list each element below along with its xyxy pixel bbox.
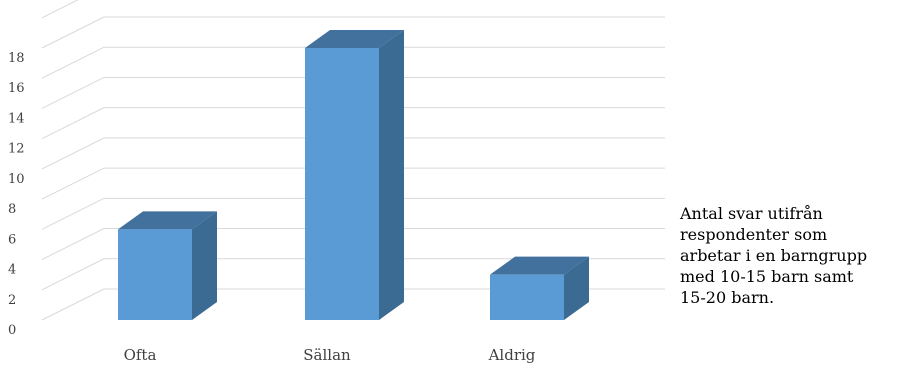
y-tick-label: 12 (8, 142, 25, 157)
x-category-label: Aldrig (488, 346, 536, 364)
caption-line-3: arbetar i en barngrupp (680, 246, 868, 265)
bar (118, 229, 192, 320)
bar-top (118, 211, 217, 230)
gridline (41, 197, 665, 230)
bars (118, 30, 589, 320)
x-category-label: Ofta (124, 346, 157, 364)
bar (305, 48, 379, 320)
gridline (41, 16, 665, 49)
y-tick-label: 6 (8, 232, 16, 247)
caption-line-4: med 10-15 barn samt (680, 267, 854, 286)
y-axis-ticks: 0 2 4 6 8 10 12 14 16 18 (8, 51, 25, 338)
bar-side (379, 30, 404, 320)
bar-top (490, 256, 589, 275)
x-axis-categories: Ofta Sällan Aldrig (124, 346, 536, 364)
gridlines (41, 0, 665, 321)
caption-line-1: Antal svar utifrån (680, 204, 823, 223)
gridline (41, 76, 665, 109)
chart-caption: Antal svar utifrån respondenter som arbe… (680, 203, 895, 308)
x-category-label: Sällan (303, 346, 351, 364)
y-tick-label: 14 (8, 111, 25, 126)
caption-line-2: respondenter som (680, 225, 828, 244)
gridline (41, 0, 79, 19)
gridline (41, 46, 665, 79)
bar-side (192, 211, 217, 320)
gridline (41, 258, 665, 291)
y-tick-label: 16 (8, 81, 25, 96)
gridline (41, 137, 665, 170)
y-tick-label: 2 (8, 293, 16, 308)
gridline (41, 167, 665, 200)
gridline (41, 288, 665, 321)
caption-line-5: 15-20 barn. (680, 288, 775, 307)
gridline (41, 228, 665, 261)
gridline (41, 107, 665, 140)
y-tick-label: 18 (8, 51, 25, 66)
y-tick-label: 10 (8, 172, 25, 187)
bar-top (305, 30, 404, 48)
bar-side (564, 256, 589, 320)
y-tick-label: 0 (8, 323, 16, 338)
y-tick-label: 4 (8, 263, 16, 278)
y-tick-label: 8 (8, 202, 16, 217)
bar (490, 274, 564, 320)
